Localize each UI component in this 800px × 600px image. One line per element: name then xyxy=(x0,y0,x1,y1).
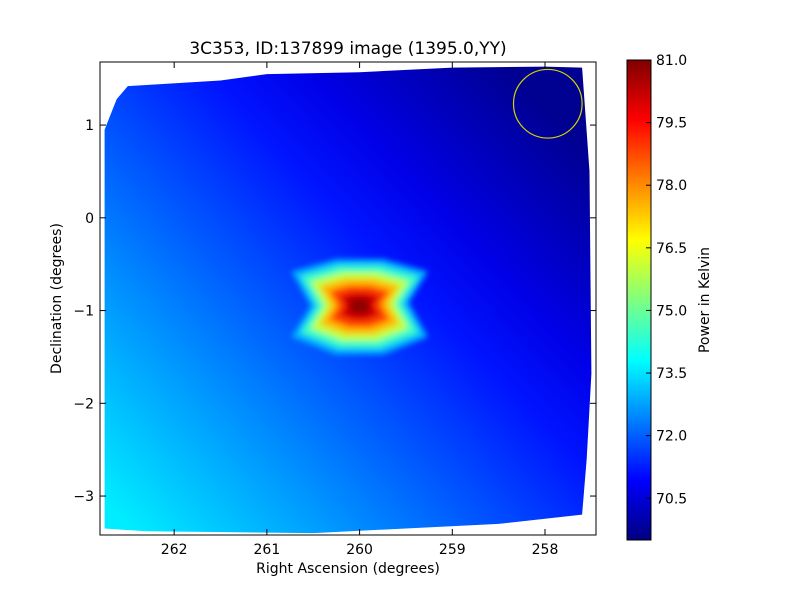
y-tick-label: 1 xyxy=(85,118,94,134)
x-tick-label: 258 xyxy=(532,542,559,558)
colorbar-tick-label: 79.5 xyxy=(656,116,687,132)
colorbar-tick-label: 76.5 xyxy=(656,241,687,257)
y-axis: 1 0 −1 −2 −3 xyxy=(73,118,596,505)
colorbar-tick-label: 81.0 xyxy=(656,53,687,69)
y-tick-label: −2 xyxy=(73,396,94,412)
colorbar-label: Power in Kelvin xyxy=(697,247,713,353)
chart-title: 3C353, ID:137899 image (1395.0,YY) xyxy=(189,39,506,59)
plot-area xyxy=(104,66,592,534)
heatmap-emission xyxy=(291,259,428,355)
x-tick-label: 262 xyxy=(161,542,188,558)
heatmap-contour-level-6 xyxy=(348,298,372,315)
y-axis-label: Declination (degrees) xyxy=(49,223,65,374)
colorbar: 70.5 72.0 73.5 75.0 76.5 78.0 79.5 81.0 Power i… xyxy=(626,53,713,541)
x-axis: 262 261 260 259 258 xyxy=(161,62,559,558)
annotation-circle xyxy=(512,68,583,139)
y-tick-label: −1 xyxy=(73,304,94,320)
colorbar-tick-label: 73.5 xyxy=(656,366,687,382)
colorbar-tick-label: 78.0 xyxy=(656,178,687,194)
x-tick-label: 261 xyxy=(254,542,281,558)
colorbar-gradient xyxy=(626,59,652,541)
colorbar-tick-label: 72.0 xyxy=(656,429,687,445)
annotations xyxy=(512,68,583,139)
colorbar-ticks: 70.5 72.0 73.5 75.0 76.5 78.0 79.5 81.0 xyxy=(646,53,687,507)
heatmap-image xyxy=(104,66,592,534)
plot-frame xyxy=(99,61,597,536)
y-tick-label: 0 xyxy=(85,211,94,227)
colorbar-tick-label: 75.0 xyxy=(656,303,687,319)
x-axis-label: Right Ascension (degrees) xyxy=(256,561,440,577)
x-tick-label: 259 xyxy=(439,542,466,558)
colorbar-tick-label: 70.5 xyxy=(656,491,687,507)
x-tick-label: 260 xyxy=(346,542,373,558)
y-tick-label: −3 xyxy=(73,489,94,505)
